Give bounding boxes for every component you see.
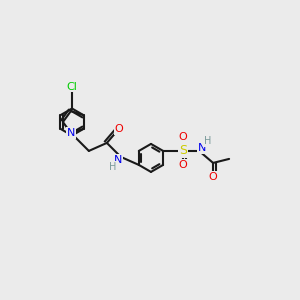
Text: O: O [209,172,218,182]
Text: Cl: Cl [67,82,77,92]
Text: S: S [179,144,187,158]
Text: O: O [179,132,188,142]
Text: N: N [198,143,206,153]
Text: O: O [179,160,188,170]
Text: N: N [114,155,122,165]
Text: H: H [109,162,116,172]
Text: N: N [67,128,75,138]
Text: H: H [204,136,212,146]
Text: O: O [115,124,123,134]
